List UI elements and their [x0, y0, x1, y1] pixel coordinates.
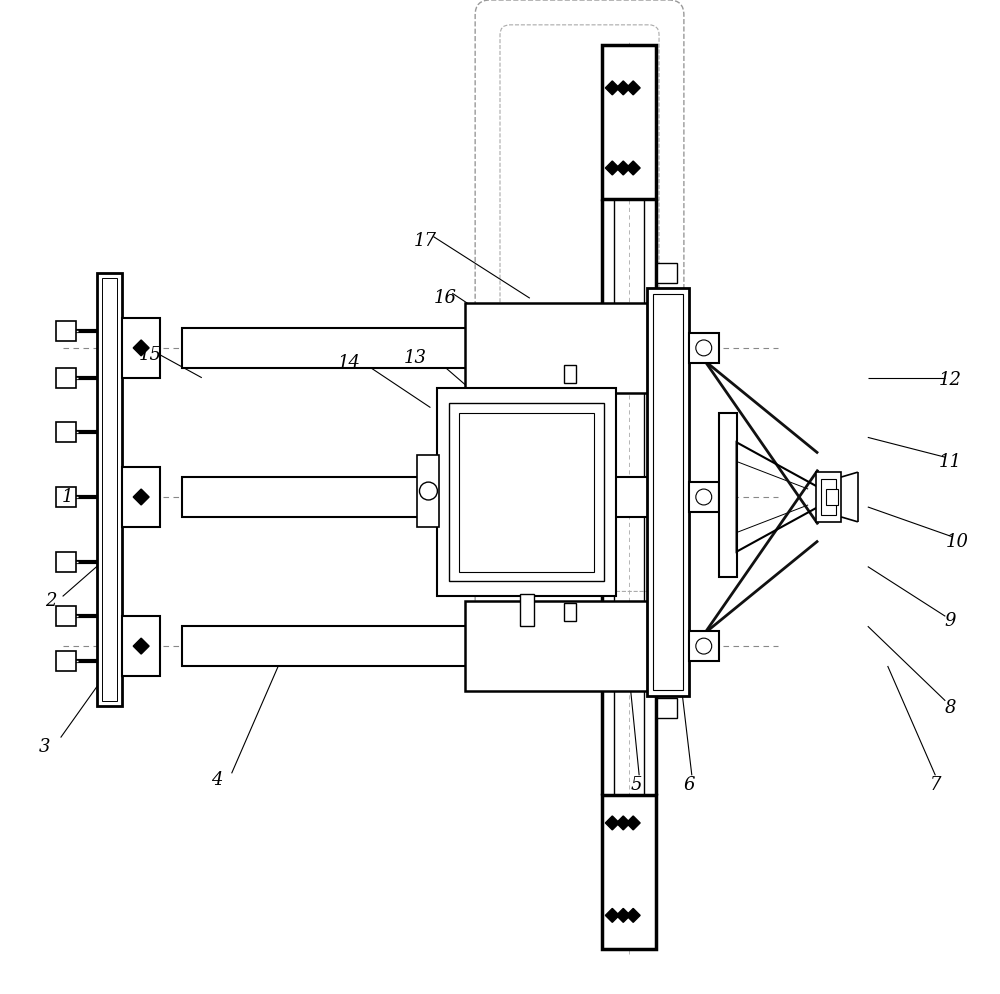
Text: 13: 13: [404, 349, 427, 367]
Bar: [653, 294, 683, 690]
Polygon shape: [605, 909, 619, 922]
Text: 11: 11: [939, 453, 962, 471]
Polygon shape: [133, 638, 149, 654]
Polygon shape: [626, 161, 640, 175]
Polygon shape: [605, 816, 619, 830]
Text: 2: 2: [45, 592, 56, 610]
Bar: [465, 601, 674, 691]
Text: 10: 10: [946, 533, 969, 551]
Bar: [564, 603, 576, 621]
Polygon shape: [133, 489, 149, 505]
Bar: [122, 467, 160, 527]
Bar: [56, 368, 76, 388]
Bar: [182, 626, 679, 666]
Bar: [459, 413, 594, 572]
Bar: [657, 698, 677, 718]
Bar: [689, 482, 719, 512]
Bar: [465, 303, 674, 393]
Polygon shape: [626, 81, 640, 94]
Polygon shape: [626, 909, 640, 922]
Bar: [56, 487, 76, 507]
Bar: [826, 489, 838, 505]
Text: 16: 16: [434, 289, 457, 307]
Text: 3: 3: [39, 739, 50, 756]
Bar: [647, 288, 689, 696]
Bar: [122, 616, 160, 676]
Bar: [821, 479, 836, 515]
Bar: [689, 333, 719, 363]
Bar: [417, 455, 439, 527]
Bar: [56, 321, 76, 341]
Polygon shape: [133, 340, 149, 356]
Text: 17: 17: [414, 232, 437, 249]
Bar: [689, 631, 719, 661]
Polygon shape: [626, 816, 640, 830]
Polygon shape: [616, 81, 630, 94]
Text: 14: 14: [337, 354, 360, 372]
Text: 15: 15: [139, 346, 162, 364]
Bar: [520, 594, 534, 626]
Text: 6: 6: [683, 776, 695, 794]
Bar: [56, 422, 76, 442]
Bar: [56, 651, 76, 671]
Bar: [182, 328, 679, 368]
Text: 5: 5: [630, 776, 642, 794]
Text: 4: 4: [211, 771, 222, 789]
Bar: [449, 403, 604, 581]
Polygon shape: [605, 81, 619, 94]
Bar: [182, 477, 679, 517]
Text: 8: 8: [945, 699, 956, 717]
Bar: [602, 45, 656, 199]
Polygon shape: [616, 909, 630, 922]
Bar: [564, 365, 576, 383]
Bar: [97, 273, 122, 706]
Bar: [719, 413, 737, 577]
Text: 7: 7: [930, 776, 941, 794]
Bar: [102, 278, 117, 701]
Bar: [602, 795, 656, 949]
Polygon shape: [605, 161, 619, 175]
Polygon shape: [616, 816, 630, 830]
Text: 9: 9: [945, 612, 956, 630]
Bar: [816, 472, 841, 522]
Bar: [56, 552, 76, 572]
Bar: [56, 606, 76, 626]
Bar: [657, 263, 677, 283]
Text: 1: 1: [62, 488, 73, 506]
Bar: [437, 388, 616, 596]
Bar: [122, 318, 160, 378]
Polygon shape: [616, 161, 630, 175]
Text: 12: 12: [939, 371, 962, 389]
